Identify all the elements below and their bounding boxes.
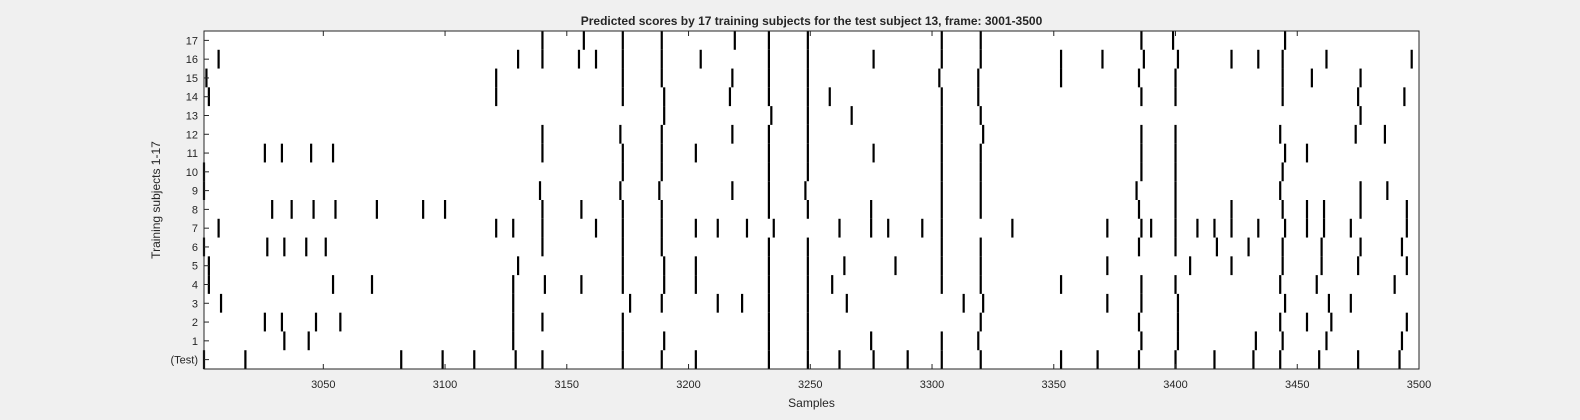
y-tick-label: 3: [192, 298, 198, 310]
y-tick-label: 14: [186, 92, 198, 104]
x-tick-label: 3050: [311, 379, 335, 391]
plot-frame: [203, 30, 1420, 370]
y-tick-label: 6: [192, 242, 198, 254]
y-tick-label: 1: [192, 336, 198, 348]
x-axis-label: Samples: [788, 396, 835, 410]
x-tick-label: 3350: [1042, 379, 1066, 391]
x-tick-label: 3200: [676, 379, 700, 391]
y-tick-label: 15: [186, 73, 198, 85]
y-tick-label: 16: [186, 54, 198, 66]
y-tick-label: 11: [187, 148, 198, 160]
y-tick-label: 17: [186, 35, 198, 47]
x-tick-label: 3400: [1163, 379, 1187, 391]
plot-area: [204, 31, 1419, 369]
events-group: [202, 31, 1413, 369]
y-tick-label: 2: [192, 317, 198, 329]
y-axis-label: Training subjects 1-17: [149, 141, 163, 259]
y-tick-label: 12: [186, 129, 198, 141]
x-tick-label: 3500: [1407, 379, 1431, 391]
y-tick-label: 8: [192, 204, 198, 216]
y-tick-label: 7: [192, 223, 198, 235]
x-ticks: 3050 3100 3150 3200 3250 3300 3350 3400 3450 3500: [311, 31, 1431, 391]
x-tick-label: 3250: [798, 379, 822, 391]
y-tick-label: (Test): [171, 355, 199, 367]
y-tick-label: 13: [186, 111, 198, 123]
x-tick-label: 3300: [920, 379, 944, 391]
x-tick-label: 3150: [555, 379, 579, 391]
x-tick-label: 3100: [433, 379, 457, 391]
x-tick-label: 3450: [1285, 379, 1309, 391]
chart-title: Predicted scores by 17 training subjects…: [581, 14, 1043, 28]
y-tick-label: 10: [186, 167, 198, 179]
y-tick-label: 9: [192, 186, 198, 198]
y-tick-label: 4: [192, 280, 198, 292]
y-tick-label: 5: [192, 261, 198, 273]
